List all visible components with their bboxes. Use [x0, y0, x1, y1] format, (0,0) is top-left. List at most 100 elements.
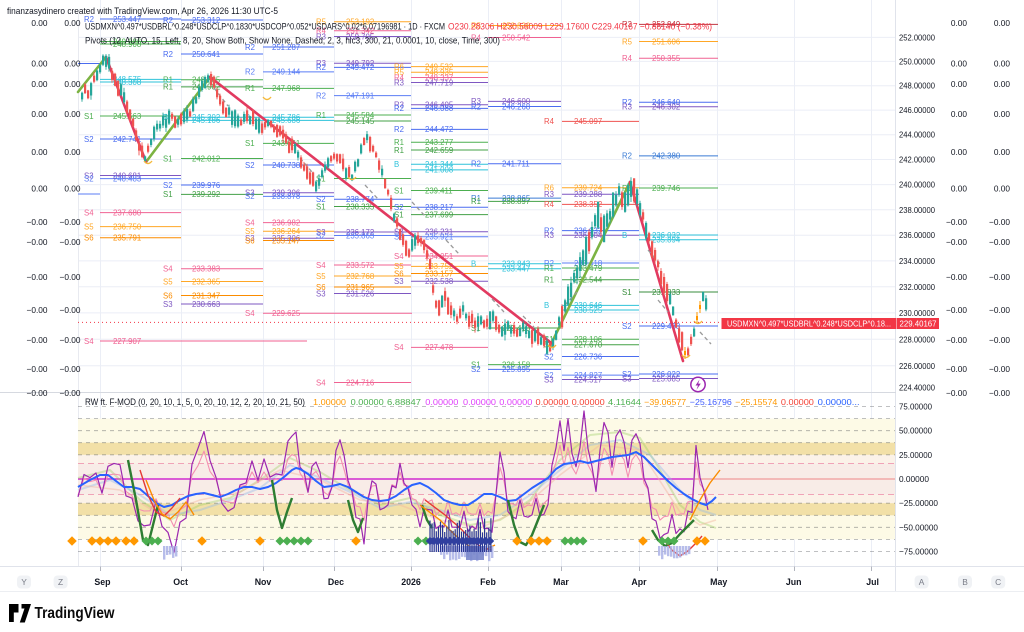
svg-text:241.344: 241.344 [425, 160, 454, 169]
svg-text:USDMXN^0.497*USDBRL^0.248*USDC: USDMXN^0.497*USDBRL^0.248*USDCLP^0.18... [727, 318, 891, 328]
svg-text:0.00: 0.00 [994, 184, 1011, 194]
svg-text:S2: S2 [316, 231, 326, 240]
svg-text:244.00000: 244.00000 [899, 130, 935, 140]
svg-text:249.144: 249.144 [272, 68, 301, 77]
svg-text:236.750: 236.750 [113, 222, 142, 231]
svg-text:75.00000: 75.00000 [899, 402, 932, 412]
svg-text:S1: S1 [622, 288, 632, 297]
svg-text:R3: R3 [544, 190, 554, 199]
svg-text:−0.00: −0.00 [989, 364, 1010, 374]
svg-text:S1: S1 [316, 174, 326, 183]
svg-text:250.542: 250.542 [502, 33, 530, 42]
svg-text:252.949: 252.949 [652, 20, 680, 29]
svg-text:240.483: 240.483 [113, 174, 141, 183]
svg-text:0.00: 0.00 [31, 79, 48, 89]
svg-text:247.191: 247.191 [346, 91, 374, 100]
svg-text:−39.06577: −39.06577 [644, 397, 686, 407]
svg-text:−0.00: −0.00 [27, 388, 48, 398]
svg-text:S4: S4 [394, 343, 404, 352]
svg-text:233.418: 233.418 [574, 259, 602, 268]
svg-text:235.863: 235.863 [346, 231, 374, 240]
svg-text:R4: R4 [394, 73, 405, 82]
svg-text:S3: S3 [544, 375, 554, 384]
svg-text:239.306: 239.306 [272, 189, 300, 198]
svg-text:R2: R2 [245, 68, 255, 77]
svg-text:R2: R2 [471, 160, 481, 169]
svg-text:USDMXN^0.497*USDBRL^0.248*USDC: USDMXN^0.497*USDBRL^0.248*USDCLP^0.1830*… [85, 22, 445, 33]
svg-text:−25.16796: −25.16796 [690, 397, 732, 407]
svg-text:finanzasydinero created with T: finanzasydinero created with TradingView… [7, 6, 278, 17]
svg-text:229.625: 229.625 [272, 309, 301, 318]
svg-text:249.792: 249.792 [346, 59, 374, 68]
svg-text:241.711: 241.711 [502, 160, 530, 169]
svg-text:−0.00: −0.00 [946, 364, 967, 374]
svg-text:250.355: 250.355 [652, 54, 681, 63]
svg-text:248.337: 248.337 [425, 73, 453, 82]
svg-text:232.544: 232.544 [574, 276, 603, 285]
svg-text:Mar: Mar [553, 577, 569, 587]
svg-text:238.335: 238.335 [346, 202, 375, 211]
svg-text:226.00000: 226.00000 [899, 361, 935, 371]
svg-text:236.264: 236.264 [272, 227, 301, 236]
svg-text:0.00: 0.00 [994, 18, 1011, 28]
svg-text:242.380: 242.380 [652, 152, 681, 161]
svg-text:−0.00: −0.00 [946, 388, 967, 398]
svg-text:S5: S5 [163, 277, 173, 286]
svg-text:S5: S5 [316, 272, 326, 281]
svg-text:R3: R3 [471, 97, 481, 106]
svg-text:237.680: 237.680 [113, 208, 142, 217]
svg-text:R1: R1 [245, 84, 255, 93]
svg-text:R2: R2 [471, 102, 481, 111]
svg-text:253.447: 253.447 [113, 15, 141, 24]
svg-text:246.302: 246.302 [652, 103, 680, 112]
svg-text:R5: R5 [394, 68, 405, 77]
svg-text:238.217: 238.217 [425, 203, 453, 212]
svg-text:246.405: 246.405 [425, 101, 454, 110]
svg-text:245.302: 245.302 [192, 113, 220, 122]
svg-text:230.646: 230.646 [574, 301, 602, 310]
svg-text:1.00000: 1.00000 [313, 397, 346, 407]
svg-text:R4: R4 [544, 200, 555, 209]
svg-text:Z: Z [58, 577, 63, 587]
svg-text:25.00000: 25.00000 [899, 450, 932, 460]
svg-text:239.746: 239.746 [652, 184, 680, 193]
svg-text:TradingView: TradingView [35, 605, 116, 622]
svg-text:240.738: 240.738 [272, 161, 300, 170]
svg-text:229.413: 229.413 [502, 324, 530, 333]
svg-text:0.00: 0.00 [951, 18, 968, 28]
svg-text:250.00000: 250.00000 [899, 56, 935, 66]
svg-text:233.572: 233.572 [346, 261, 374, 270]
svg-text:S1: S1 [163, 190, 173, 199]
svg-text:R3: R3 [394, 78, 404, 87]
svg-text:Sep: Sep [94, 577, 111, 587]
svg-text:S2: S2 [163, 181, 173, 190]
svg-text:R3: R3 [544, 231, 554, 240]
svg-text:R1: R1 [471, 194, 481, 203]
svg-text:245.563: 245.563 [113, 112, 141, 121]
svg-text:S6: S6 [394, 269, 404, 278]
svg-text:245.584: 245.584 [346, 111, 375, 120]
svg-text:Apr: Apr [631, 577, 647, 587]
svg-text:R2: R2 [316, 63, 326, 72]
svg-text:S1: S1 [163, 154, 173, 163]
svg-text:238.865: 238.865 [502, 194, 531, 203]
svg-text:May: May [710, 577, 727, 587]
svg-text:S2: S2 [544, 352, 554, 361]
svg-text:236.231: 236.231 [425, 228, 453, 237]
svg-text:S3: S3 [163, 300, 173, 309]
svg-text:S2: S2 [245, 161, 255, 170]
svg-text:S3: S3 [245, 189, 255, 198]
svg-text:238.352: 238.352 [574, 200, 602, 209]
svg-text:R2: R2 [394, 125, 404, 134]
svg-text:S2: S2 [394, 233, 404, 242]
svg-text:Jun: Jun [786, 577, 802, 587]
svg-text:231.347: 231.347 [192, 291, 220, 300]
svg-text:0.00: 0.00 [31, 184, 48, 194]
svg-text:Oct: Oct [173, 577, 188, 587]
svg-text:S1: S1 [471, 324, 481, 333]
svg-text:R2: R2 [84, 15, 94, 24]
svg-text:Dec: Dec [328, 577, 344, 587]
svg-text:−0.00: −0.00 [27, 217, 48, 227]
svg-text:0.00: 0.00 [951, 184, 968, 194]
svg-text:230.525: 230.525 [574, 306, 603, 315]
